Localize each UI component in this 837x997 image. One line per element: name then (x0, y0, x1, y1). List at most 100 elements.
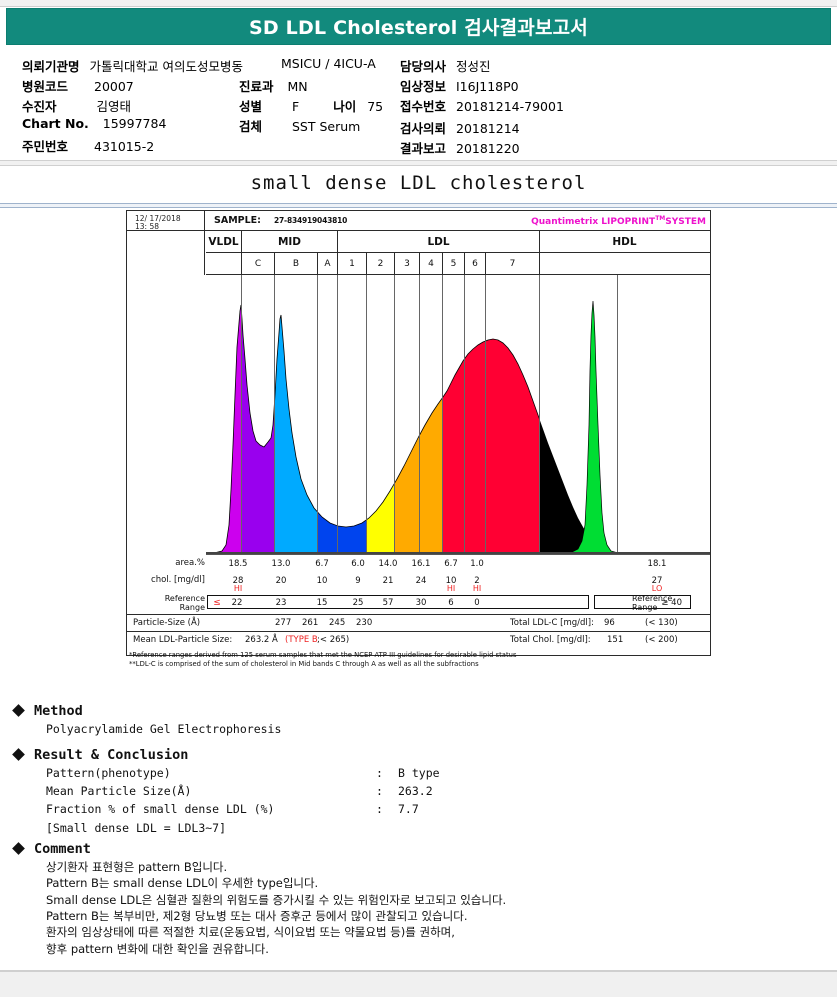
result-value-pattern: B type (398, 766, 440, 780)
area-value-a: 6.0 (351, 559, 365, 569)
result-key-mean-size: Mean Particle Size(Å) (46, 784, 192, 798)
chol-value-ldl1: 21 (382, 576, 394, 586)
cholesterol-row: chol. [mg/dl] 28 20 10 9 21 24 10 2 27 H… (127, 574, 710, 593)
patient-header: 의뢰기관명 가톨릭대학교 여의도성모병동 병원코드 20007 수진자 김영태 … (0, 52, 837, 156)
total-chol-ref: (< 200) (645, 635, 678, 645)
subband-4: 4 (428, 258, 434, 269)
mean-size-value: 263.2 Å (245, 635, 278, 645)
comment-section: Comment 상기환자 표현형은 pattern B입니다. Pattern … (12, 841, 824, 957)
flag-ldl4: HI (472, 584, 482, 593)
result-item-mean-size: Mean Particle Size(Å) : 263.2 (46, 784, 654, 802)
comment-line-5: 환자의 임상상태에 따른 적절한 치료(운동요법, 식이요법 또는 약물요법 등… (46, 925, 455, 940)
minor-band-row: C B A 1 2 3 4 5 6 7 (206, 253, 710, 275)
field-doctor: 담당의사 정성진 (400, 59, 491, 74)
subband-5: 5 (450, 258, 457, 269)
comment-line-2: Pattern B는 small dense LDL이 우세한 type입니다. (46, 876, 319, 891)
chol-value-ldl2: 24 (415, 576, 427, 586)
particle-size-1: 277 (275, 618, 292, 628)
chol-value-ldl4: 2 (474, 576, 480, 586)
ref-value-a: 25 (352, 598, 364, 608)
method-section: Method Polyacrylamide Gel Electrophoresi… (12, 703, 634, 739)
header-divider (0, 160, 837, 166)
chol-label: chol. [mg/dl] (151, 575, 205, 585)
result-value-mean-size: 263.2 (398, 784, 433, 798)
subband-b: B (292, 258, 300, 269)
chol-value-b: 10 (316, 576, 328, 586)
result-item-fraction: Fraction % of small dense LDL (%) : 7.7 (46, 802, 654, 820)
footer-divider (0, 970, 837, 972)
field-chart-no: Chart No. 15997784 (22, 116, 167, 131)
comment-line-6: 향후 pattern 변화에 대한 확인을 권유합니다. (46, 941, 269, 956)
bullet-diamond-icon (12, 748, 25, 761)
subband-6: 6 (472, 258, 478, 269)
ref-prefix-vldl: ≤ (213, 598, 221, 608)
band-ldl: LDL (427, 235, 450, 248)
band-vldl: VLDL (208, 235, 239, 248)
field-sex-age: 성별 F 나이 75 (239, 99, 384, 114)
field-patient-name: 수진자 김영태 (22, 99, 132, 114)
title-underline (0, 203, 837, 208)
reference-range-label-right: Reference Range (632, 594, 673, 613)
method-heading: Method (34, 703, 83, 719)
quantimetrix-logo: Quantimetrix LIPOPRINTTMSYSTEM (531, 215, 706, 227)
area-value-vldl: 18.5 (228, 559, 248, 569)
result-colon: : (376, 784, 383, 798)
ref-value-ldl1: 57 (382, 598, 394, 608)
ref-value-hdl: ≥ 40 (661, 598, 682, 608)
top-divider (0, 0, 837, 7)
sample-label: SAMPLE: (214, 215, 261, 226)
chol-value-ldl3: 10 (445, 576, 457, 586)
subband-2: 2 (377, 258, 384, 269)
field-accession-no: 접수번호 20181214-79001 (400, 99, 564, 114)
field-department: 진료과 MN (239, 79, 308, 94)
total-ldl-value: 96 (604, 618, 615, 628)
area-percent-label: area.% (175, 558, 205, 568)
subband-a: A (324, 258, 331, 269)
ref-value-vldl: 22 (231, 598, 243, 608)
subband-c: C (254, 258, 262, 269)
results-table: area.% 18.5 13.0 6.7 6.0 14.0 16.1 6.7 1… (127, 556, 710, 613)
ref-value-b: 15 (316, 598, 328, 608)
field-resident-no: 주민번호 431015-2 (22, 139, 155, 154)
footnote-1: *Reference ranges derived from 125 serum… (129, 651, 517, 659)
field-specimen: 검체 SST Serum (239, 119, 361, 134)
sample-id: 27-834919043810 (274, 216, 348, 225)
result-section: Result & Conclusion Pattern(phenotype) :… (12, 747, 654, 838)
datetime-cell: 12/ 17/2018 13: 58 (127, 211, 205, 275)
ref-value-ldl4: 0 (474, 598, 480, 608)
footer-area (0, 972, 837, 997)
method-text: Polyacrylamide Gel Electrophoresis (46, 722, 282, 736)
ref-value-ldl3: 6 (448, 598, 454, 608)
total-chol-value: 151 (607, 635, 624, 645)
field-order-date: 검사의뢰 20181214 (400, 121, 520, 136)
field-institution: 의뢰기관명 가톨릭대학교 여의도성모병동 (22, 59, 243, 74)
lipoprint-report: 12/ 17/2018 13: 58 SAMPLE: 27-8349190438… (126, 210, 711, 668)
bullet-diamond-icon (12, 842, 25, 855)
band-hdl: HDL (612, 235, 637, 248)
mean-particle-size-row: Mean LDL-Particle Size: 263.2 Å (TYPE B … (127, 631, 710, 648)
report-title: SD LDL Cholesterol 검사결과보고서 (249, 17, 588, 39)
comment-line-4: Pattern B는 복부비만, 제2형 당뇨병 또는 대사 증후군 등에서 많… (46, 908, 468, 923)
chol-value-a: 9 (355, 576, 361, 586)
hdl-peak (538, 300, 710, 554)
area-value-ldl4: 1.0 (470, 559, 484, 569)
page-title: small dense LDL cholesterol (250, 172, 587, 194)
total-ldl-ref: (< 130) (645, 618, 678, 628)
result-colon: : (376, 802, 383, 816)
comment-line-1: 상기환자 표현형은 pattern B입니다. (46, 860, 228, 874)
sample-strip: SAMPLE: 27-834919043810 Quantimetrix LIP… (127, 211, 710, 231)
particle-size-3: 245 (329, 618, 346, 628)
footnote-2: **LDL-C is comprised of the sum of chole… (129, 660, 479, 668)
result-key-pattern: Pattern(phenotype) (46, 766, 171, 780)
comment-line-3: Small dense LDL은 심혈관 질환의 위험도를 증가시킬 수 있는 … (46, 892, 507, 907)
total-ldl-label: Total LDL-C [mg/dl]: (510, 618, 594, 628)
band-mid: MID (277, 235, 302, 248)
comment-heading: Comment (34, 841, 91, 857)
chol-value-c: 20 (275, 576, 287, 586)
flag-ldl3: HI (446, 584, 456, 593)
particle-size-row: Particle-Size (Å) 277 261 245 230 Total … (127, 614, 710, 631)
area-percent-row: area.% 18.5 13.0 6.7 6.0 14.0 16.1 6.7 1… (127, 556, 710, 575)
particle-size-label: Particle-Size (Å) (133, 618, 201, 628)
field-hospital-code: 병원코드 20007 (22, 79, 134, 94)
